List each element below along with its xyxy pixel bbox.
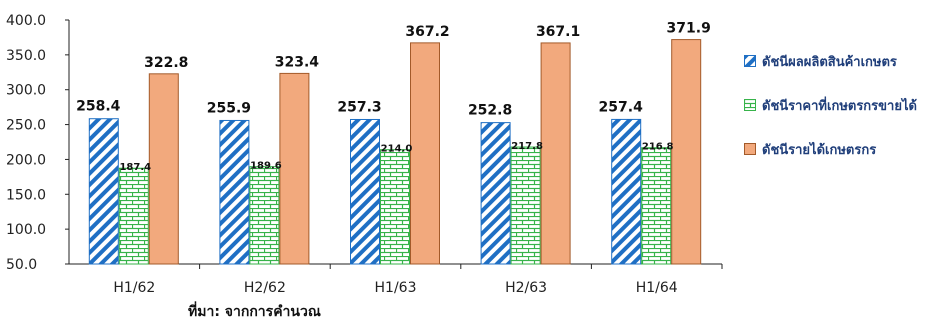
bar-price <box>118 167 149 265</box>
legend-label-production: ดัชนีผลผลิตสินค้าเกษตร <box>762 54 897 70</box>
y-tick-label: 50.0 <box>6 257 37 273</box>
legend-label-income: ดัชนีรายได้เกษตรกร <box>762 142 877 158</box>
bar-income <box>671 39 702 265</box>
bar-price <box>641 147 672 265</box>
bar-price <box>380 149 410 265</box>
bar-price <box>249 166 280 265</box>
bar-income <box>410 42 440 265</box>
bar-production <box>350 118 380 265</box>
legend-item-income: ดัชนีรายได้เกษตรกร <box>744 140 917 158</box>
data-label: 217.8 <box>511 141 543 152</box>
axes: 50.0 100.0 150.0 200.0 250.0 300.0 350.0 400.0 H… <box>6 13 723 296</box>
data-label: 257.3 <box>337 99 381 115</box>
bar-production <box>219 119 250 265</box>
bar-production <box>88 118 119 265</box>
legend: ดัชนีผลผลิตสินค้าเกษตร ดัชนีราคาที่เกษตร… <box>744 52 917 184</box>
y-tick-label: 400.0 <box>6 13 46 29</box>
bar-income <box>148 73 179 265</box>
solid-swatch-icon <box>744 143 756 155</box>
y-tick-label: 200.0 <box>6 152 46 168</box>
legend-label-price: ดัชนีราคาที่เกษตรกรขายได้ <box>762 98 917 114</box>
data-label: 322.8 <box>144 55 188 71</box>
data-label: 367.1 <box>536 24 580 40</box>
x-tick-label: H1/64 <box>636 280 678 296</box>
diagonal-stripe-swatch-icon <box>744 55 756 67</box>
data-label: 187.4 <box>119 162 151 173</box>
bars <box>88 39 702 265</box>
bar-income <box>279 72 310 265</box>
y-tick-label: 250.0 <box>6 118 46 134</box>
legend-item-price: ดัชนีราคาที่เกษตรกรขายได้ <box>744 96 917 114</box>
bar-income <box>540 42 571 265</box>
data-label: 216.8 <box>642 142 674 153</box>
x-tick-label: H2/62 <box>244 280 286 296</box>
y-tick-label: 150.0 <box>6 187 46 203</box>
data-label: 189.6 <box>250 161 282 172</box>
bar-production <box>480 122 511 265</box>
bar-price <box>510 146 541 265</box>
data-label: 252.8 <box>468 103 512 119</box>
x-tick-label: H1/63 <box>375 280 417 296</box>
data-labels: 258.4 187.4 322.8 255.9 189.6 323.4 257.3 214.0… <box>76 21 711 174</box>
data-label: 323.4 <box>275 54 320 70</box>
data-label: 371.9 <box>667 21 711 37</box>
data-label: 255.9 <box>207 100 251 116</box>
data-label: 214.0 <box>381 144 413 155</box>
legend-item-production: ดัชนีผลผลิตสินค้าเกษตร <box>744 52 917 70</box>
y-tick-label: 100.0 <box>6 222 46 238</box>
x-tick-label: H1/62 <box>113 280 155 296</box>
data-label: 367.2 <box>405 24 449 40</box>
y-tick-label: 300.0 <box>6 83 46 99</box>
data-label: 258.4 <box>76 99 121 115</box>
bar-production <box>611 118 642 265</box>
source-note: ที่มา: จากการคำนวณ <box>188 304 321 320</box>
x-tick-label: H2/63 <box>505 280 547 296</box>
y-tick-label: 350.0 <box>6 48 46 64</box>
data-label: 257.4 <box>599 99 644 115</box>
brick-pattern-swatch-icon <box>744 99 756 111</box>
